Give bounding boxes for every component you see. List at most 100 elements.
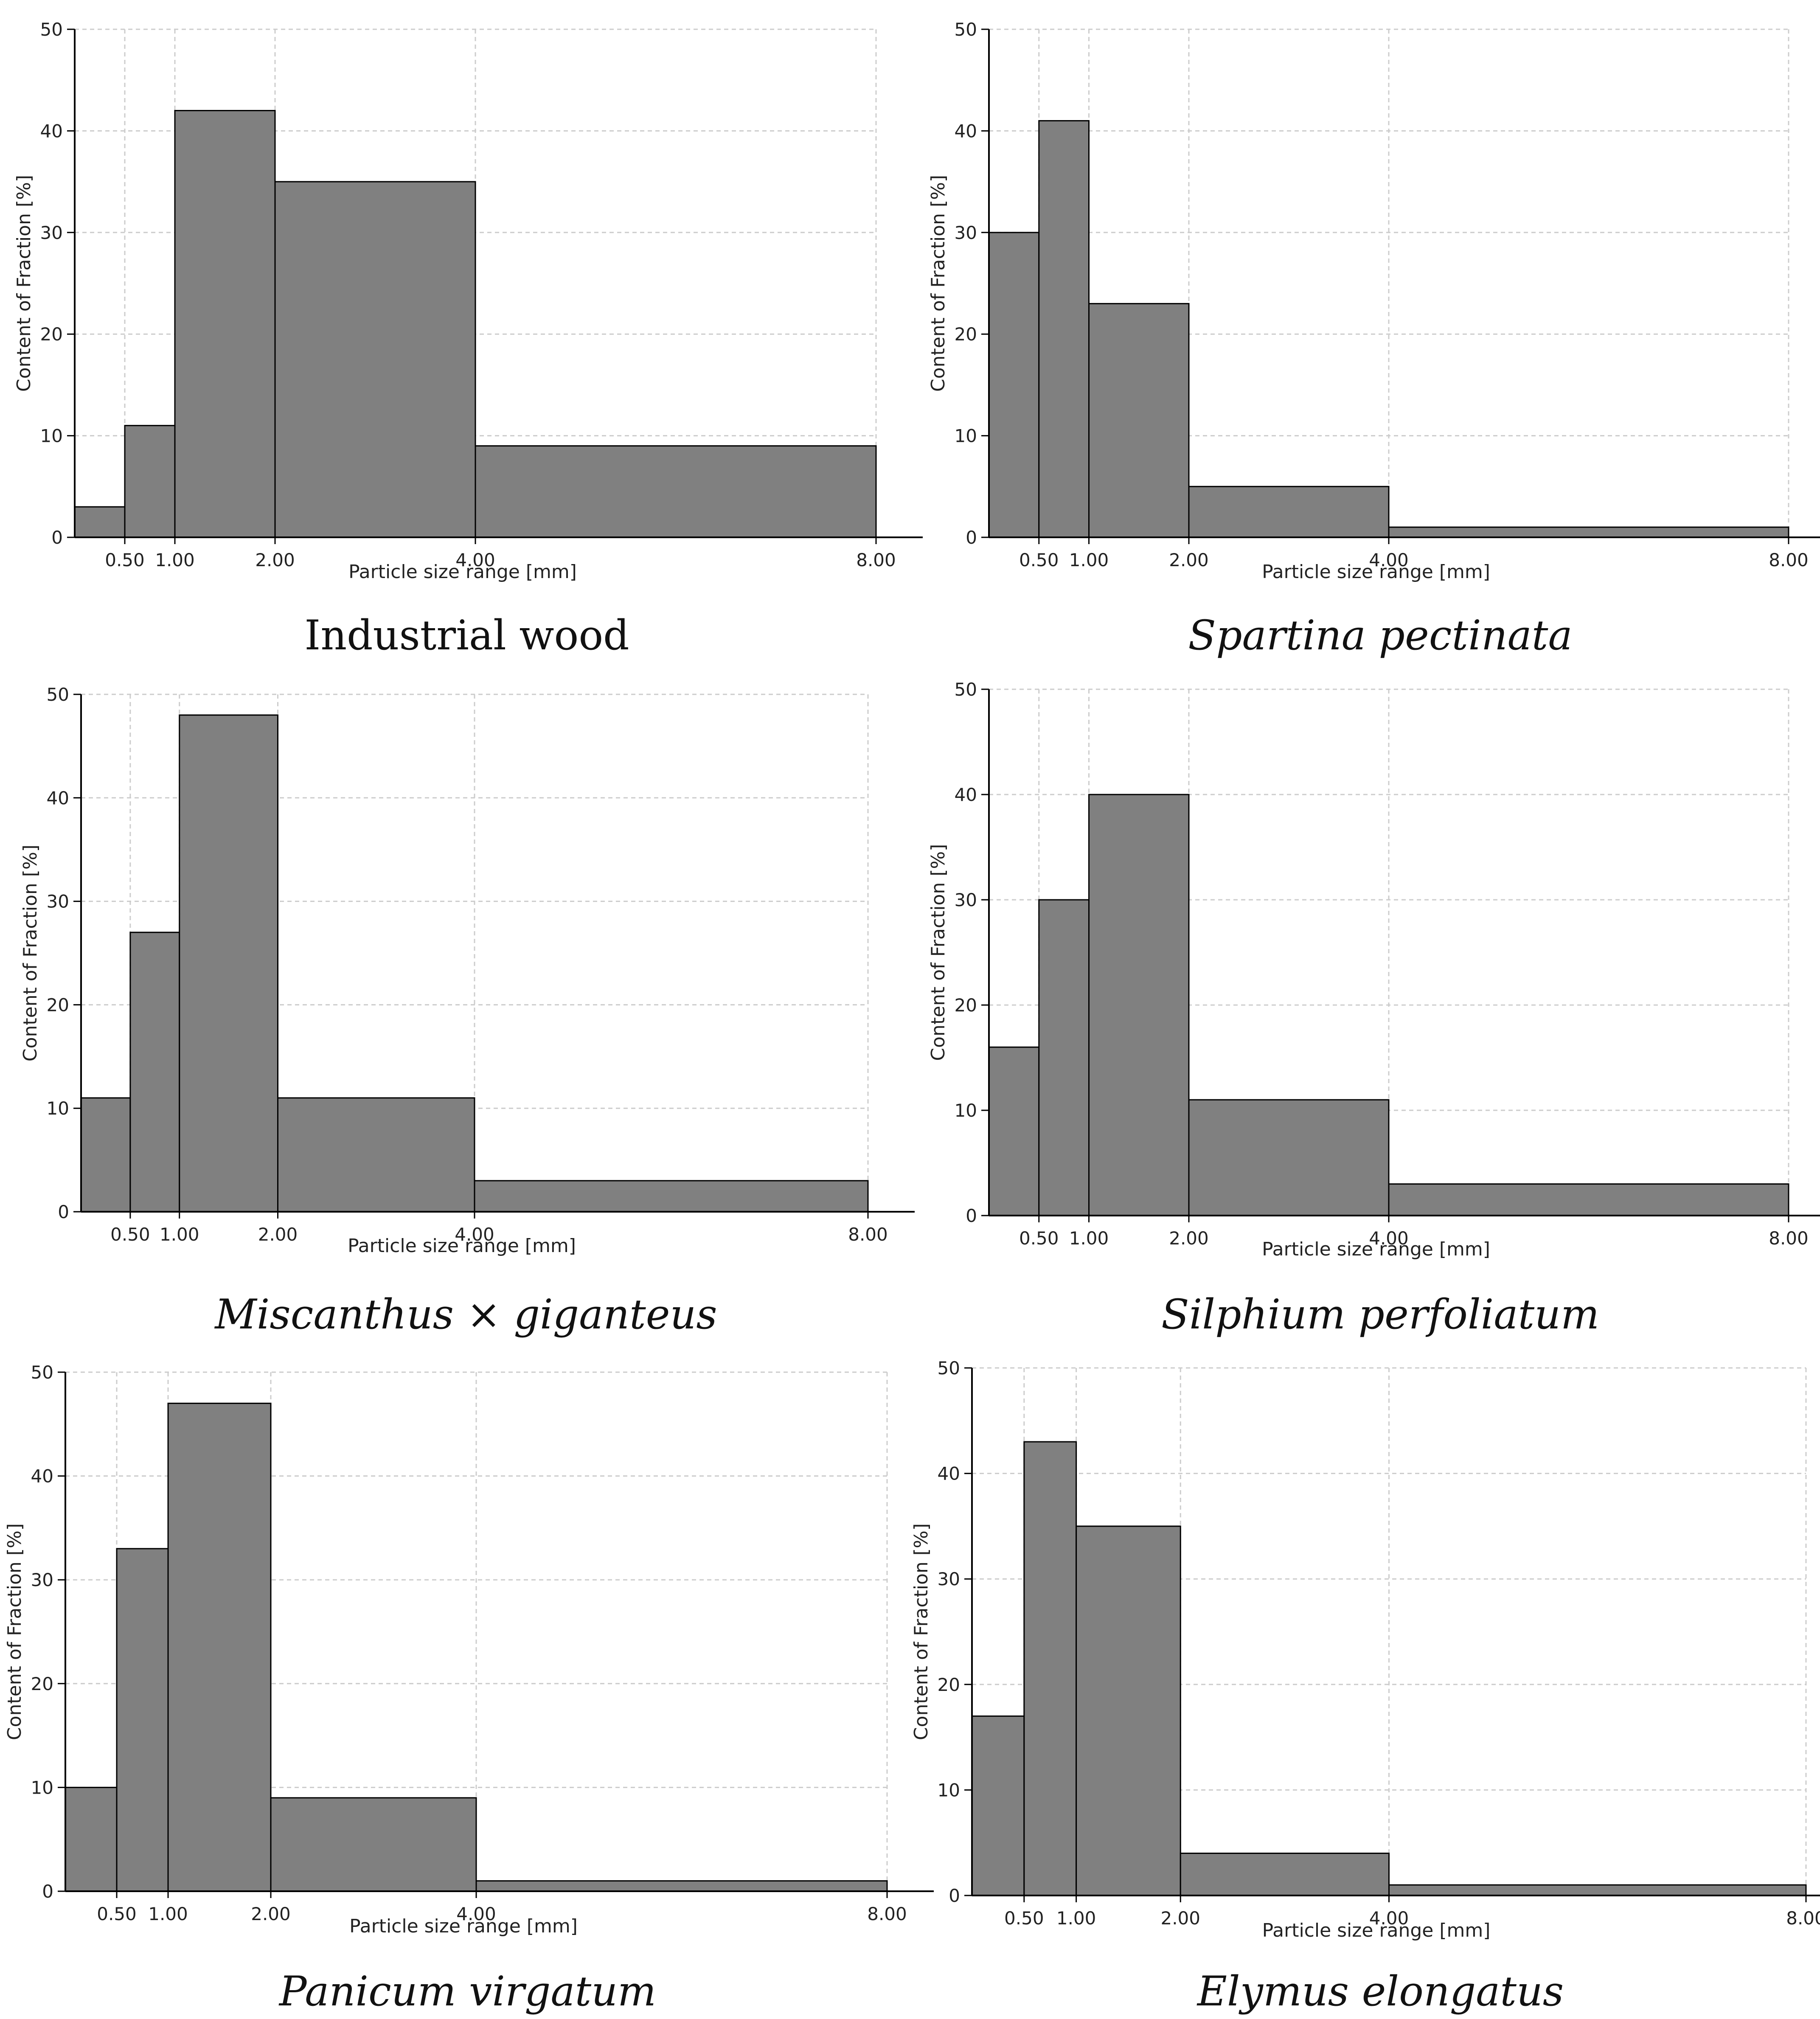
panel-caption: Panicum virgatum xyxy=(278,1968,656,2015)
y-axis-label: Content of Fraction [%] xyxy=(4,1523,25,1740)
y-tick-label: 0 xyxy=(51,527,63,548)
y-axis-label: Content of Fraction [%] xyxy=(927,175,949,392)
histogram-panel: 0 10 20 30 40 50 0.50 1.00 2.00 4.00 8.00 Particle … xyxy=(13,19,923,659)
y-tick-label: 30 xyxy=(31,1570,53,1590)
x-tick-label: 1.00 xyxy=(160,1224,199,1245)
histogram-bar xyxy=(1076,1525,1181,1896)
histogram-bar xyxy=(474,1180,869,1213)
x-axis-label: Particle size range [mm] xyxy=(348,1235,576,1257)
y-tick-label: 0 xyxy=(58,1202,69,1222)
y-axis-label: Content of Fraction [%] xyxy=(13,175,35,392)
x-tick-label: 8.00 xyxy=(867,1904,907,1924)
y-tick-label: 40 xyxy=(955,121,977,141)
y-tick-label: 30 xyxy=(47,891,69,912)
y-tick-label: 20 xyxy=(938,1674,960,1695)
panel-caption: Industrial wood xyxy=(304,612,629,659)
histogram-bar xyxy=(277,1097,475,1213)
x-tick-label: 2.00 xyxy=(1169,550,1209,570)
y-tick-label: 50 xyxy=(938,1358,960,1379)
histogram-bar xyxy=(167,1402,272,1892)
x-tick-label: 8.00 xyxy=(848,1224,888,1245)
x-tick-label: 8.00 xyxy=(856,550,896,570)
y-axis-label: Content of Fraction [%] xyxy=(910,1523,932,1740)
panel-caption: Spartina pectinata xyxy=(1188,612,1572,659)
histogram-bar xyxy=(270,1797,477,1892)
y-tick-label: 10 xyxy=(955,1100,977,1121)
x-tick-label: 2.00 xyxy=(255,550,295,570)
y-tick-label: 50 xyxy=(31,1362,53,1383)
y-tick-label: 0 xyxy=(949,1885,960,1906)
x-axis-label: Particle size range [mm] xyxy=(349,1915,578,1937)
histogram-panel: 0 10 20 30 40 50 0.50 1.00 2.00 4.00 8.00 Particle … xyxy=(4,1362,934,2015)
y-axis-label: Content of Fraction [%] xyxy=(20,845,41,1061)
panel-caption: Miscanthus × giganteus xyxy=(214,1291,717,1338)
y-tick-label: 0 xyxy=(966,1205,977,1226)
histogram-bar xyxy=(1088,794,1190,1216)
x-tick-label: 0.50 xyxy=(110,1224,150,1245)
y-tick-label: 40 xyxy=(938,1463,960,1484)
y-tick-label: 50 xyxy=(955,679,977,700)
y-tick-label: 0 xyxy=(42,1881,53,1902)
histogram-bar xyxy=(116,1548,169,1892)
y-tick-label: 10 xyxy=(40,426,63,446)
x-tick-label: 4.00 xyxy=(455,550,495,570)
histogram-bar xyxy=(988,1046,1040,1216)
y-tick-label: 50 xyxy=(955,19,977,40)
x-tick-label: 4.00 xyxy=(1369,1228,1409,1249)
histogram-bar xyxy=(1038,120,1090,538)
y-tick-label: 30 xyxy=(938,1569,960,1589)
histogram-bar xyxy=(475,1880,888,1892)
histogram-panel: 0 10 20 30 40 50 0.50 1.00 2.00 4.00 8.00 Particle … xyxy=(927,679,1820,1338)
histogram-bar xyxy=(1038,899,1090,1216)
y-tick-label: 20 xyxy=(40,324,63,345)
y-tick-label: 40 xyxy=(47,788,69,809)
x-tick-label: 1.00 xyxy=(155,550,195,570)
histogram-bar xyxy=(1023,1441,1077,1896)
y-tick-label: 20 xyxy=(955,995,977,1016)
histogram-bar xyxy=(1088,303,1190,538)
y-tick-label: 50 xyxy=(40,19,63,40)
x-tick-label: 0.50 xyxy=(1019,1228,1059,1249)
histogram-bar xyxy=(274,181,476,538)
histogram-bar xyxy=(65,1786,118,1892)
panel-caption: Silphium perfoliatum xyxy=(1161,1291,1599,1338)
histogram-bar xyxy=(129,932,180,1213)
y-tick-label: 10 xyxy=(955,426,977,446)
histogram-panel: 0 10 20 30 40 50 0.50 1.00 2.00 4.00 8.00 Particle … xyxy=(927,19,1820,659)
x-tick-label: 8.00 xyxy=(1786,1908,1820,1929)
histogram-panel: 0 10 20 30 40 50 0.50 1.00 2.00 4.00 8.00 Particle … xyxy=(910,1358,1820,2015)
panel-caption: Elymus elongatus xyxy=(1196,1968,1564,2015)
x-tick-label: 2.00 xyxy=(1160,1908,1200,1929)
x-tick-label: 2.00 xyxy=(258,1224,298,1245)
histogram-bar xyxy=(971,1715,1025,1896)
x-tick-label: 0.50 xyxy=(105,550,145,570)
x-tick-label: 4.00 xyxy=(456,1904,496,1924)
histogram-panel: 0 10 20 30 40 50 0.50 1.00 2.00 4.00 8.00 Particle … xyxy=(20,684,915,1338)
x-tick-label: 8.00 xyxy=(1769,1228,1809,1249)
histogram-bar xyxy=(1188,486,1390,538)
x-axis-label: Particle size range [mm] xyxy=(348,561,577,583)
histogram-bar xyxy=(988,232,1040,538)
histogram-bar xyxy=(74,506,126,538)
histogram-bar xyxy=(1180,1853,1390,1896)
histogram-bar xyxy=(1388,526,1789,538)
y-tick-label: 10 xyxy=(47,1098,69,1119)
y-tick-label: 10 xyxy=(938,1780,960,1800)
x-tick-label: 1.00 xyxy=(1069,1228,1109,1249)
x-tick-label: 1.00 xyxy=(1069,550,1109,570)
y-tick-label: 50 xyxy=(47,684,69,705)
histogram-bar xyxy=(1388,1183,1789,1216)
x-tick-label: 0.50 xyxy=(97,1904,137,1924)
y-tick-label: 0 xyxy=(966,527,977,548)
histogram-bar xyxy=(1388,1884,1807,1896)
histogram-bar xyxy=(1188,1099,1390,1216)
y-tick-label: 20 xyxy=(955,324,977,345)
x-tick-label: 2.00 xyxy=(251,1904,291,1924)
x-tick-label: 4.00 xyxy=(455,1224,494,1245)
x-tick-label: 4.00 xyxy=(1369,550,1409,570)
histogram-bar xyxy=(475,445,877,538)
y-tick-label: 40 xyxy=(40,121,63,141)
y-tick-label: 20 xyxy=(31,1674,53,1694)
x-axis-label: Particle size range [mm] xyxy=(1262,1238,1490,1260)
y-tick-label: 10 xyxy=(31,1777,53,1798)
